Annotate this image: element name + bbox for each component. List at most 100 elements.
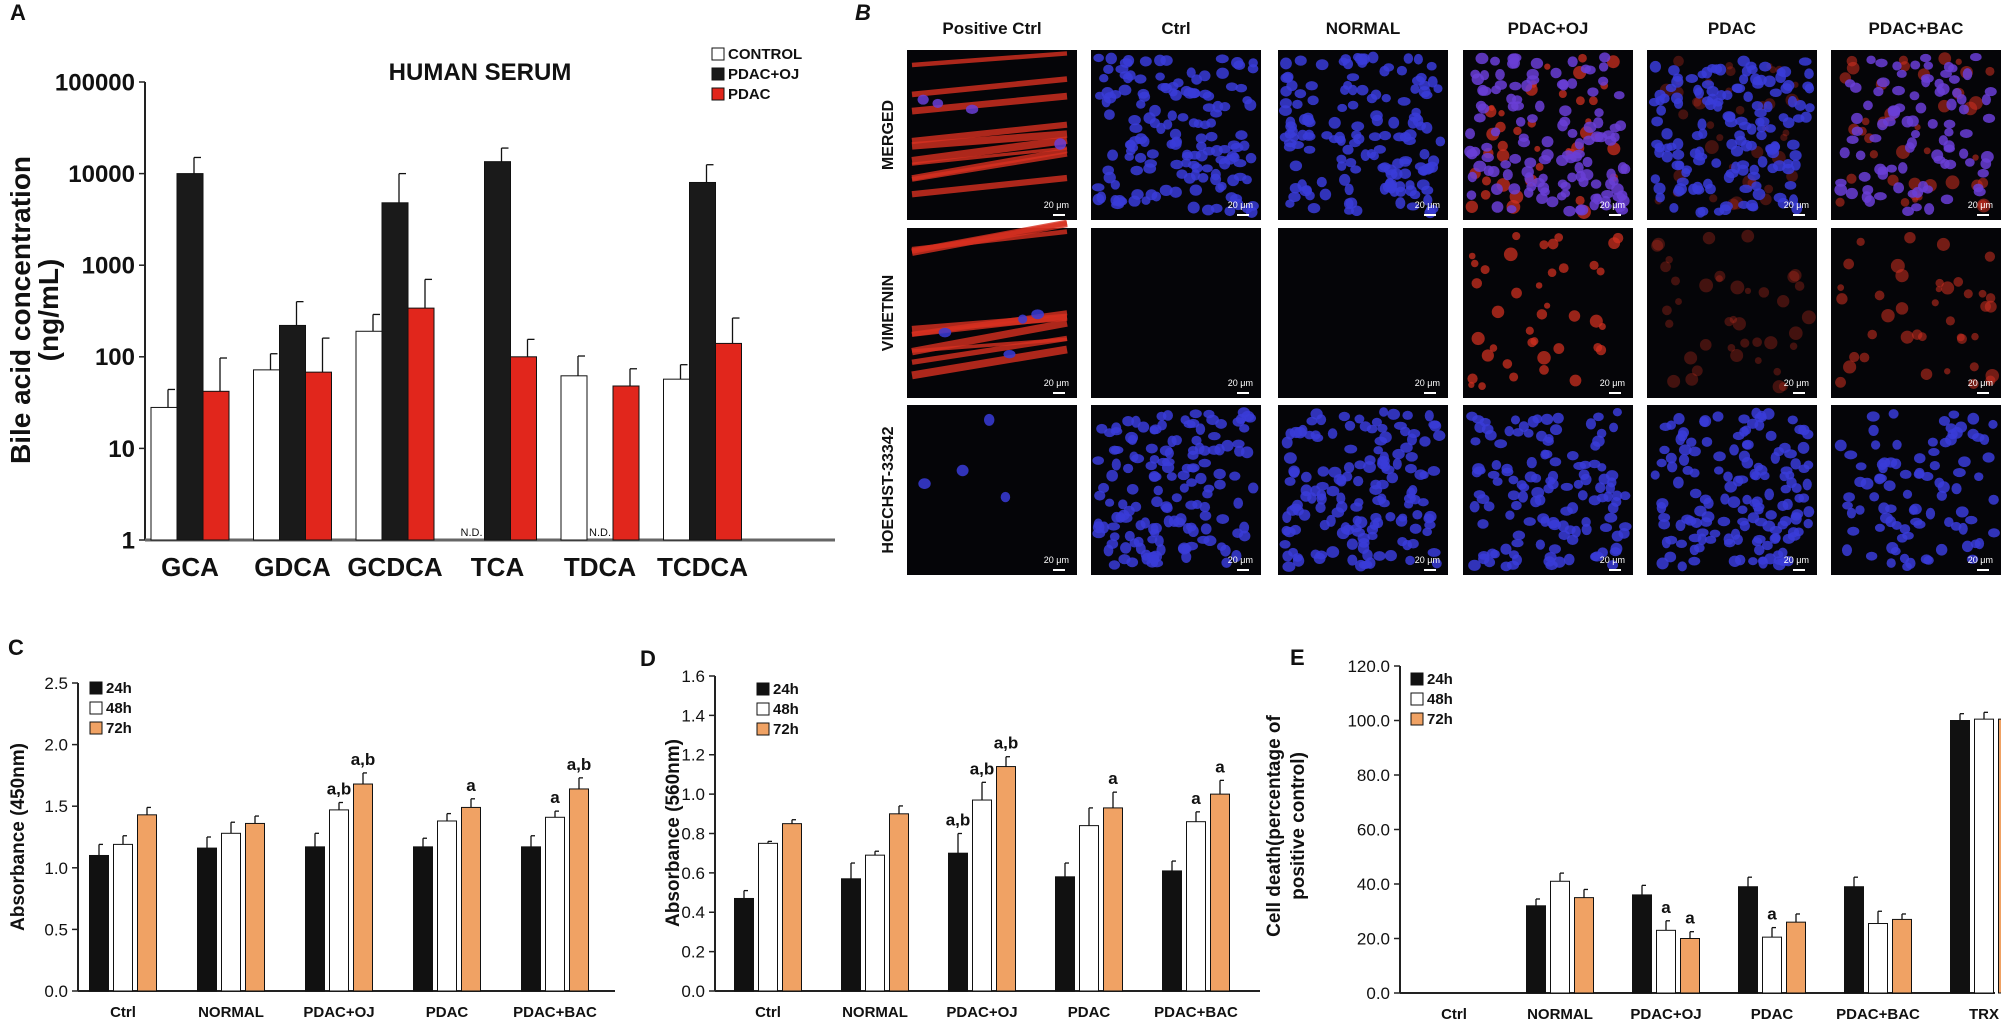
vimentin-signal — [1553, 343, 1565, 354]
nucleus — [1925, 507, 1936, 520]
nucleus — [1239, 521, 1250, 534]
nucleus — [1517, 137, 1531, 148]
nucleus — [1656, 498, 1669, 509]
nucleus — [1201, 164, 1213, 173]
nucleus — [1948, 410, 1960, 419]
y-tick-label: 60.0 — [1357, 820, 1390, 839]
vimentin-signal — [1727, 344, 1736, 352]
vimentin-signal — [1706, 121, 1715, 129]
nucleus — [1524, 172, 1534, 185]
vimentin-signal — [1496, 149, 1510, 162]
vimentin-signal — [1740, 338, 1750, 348]
nucleus — [1344, 183, 1354, 196]
nucleus — [1730, 528, 1741, 540]
nucleus — [1934, 78, 1944, 89]
vimentin-signal — [1725, 61, 1734, 70]
nucleus — [1507, 490, 1520, 501]
nucleus — [1590, 441, 1601, 451]
nucleus — [1377, 163, 1390, 173]
nucleus — [1713, 207, 1725, 216]
nucleus — [1655, 192, 1665, 203]
vimentin-signal — [1856, 237, 1865, 247]
nucleus — [1802, 478, 1812, 491]
nucleus — [1319, 188, 1332, 201]
charts-layer: A 1 10 100 1000 10000 100000 Bile acid concentr… — [5, 0, 2001, 1022]
legend-swatch — [756, 722, 770, 736]
nucleus — [1155, 72, 1165, 81]
nucleus — [1665, 83, 1677, 93]
nucleus — [1203, 484, 1215, 493]
x-category-label: TCA — [471, 552, 525, 582]
nucleus — [1955, 506, 1969, 518]
bar-48h — [437, 820, 457, 992]
vimentin-signal — [1945, 175, 1960, 190]
nucleus — [1661, 128, 1673, 140]
nucleus — [1125, 431, 1139, 444]
micro-image-tile: 20 μm — [1463, 228, 1633, 398]
nucleus — [1316, 414, 1327, 426]
y-axis-title: (ng/mL) — [33, 259, 64, 362]
nucleus — [1681, 514, 1694, 525]
nucleus — [1229, 152, 1240, 163]
nucleus — [1787, 415, 1798, 425]
nucleus — [1245, 152, 1257, 164]
nucleus — [1282, 561, 1296, 572]
nucleus — [1000, 491, 1011, 503]
vimentin-signal — [1801, 310, 1816, 325]
nucleus — [1345, 157, 1357, 168]
nucleus — [1782, 533, 1795, 544]
nucleus — [1855, 150, 1866, 161]
legend-swatch — [1410, 712, 1424, 726]
bar-24h — [197, 847, 217, 992]
nucleus — [1373, 551, 1386, 561]
nucleus — [1773, 192, 1787, 203]
nucleus — [1716, 89, 1727, 101]
nucleus — [1099, 73, 1109, 83]
nucleus — [1940, 158, 1950, 170]
significance-label: a,b — [970, 759, 995, 778]
bar-48h — [865, 854, 885, 992]
nucleus — [1939, 437, 1952, 448]
nucleus — [1749, 468, 1759, 480]
nucleus — [1307, 95, 1319, 106]
significance-label: a,b — [994, 734, 1019, 753]
bar-24h — [948, 852, 968, 992]
nucleus — [1784, 180, 1797, 190]
nucleus — [1366, 424, 1378, 434]
nucleus — [1201, 204, 1215, 216]
vimentin-signal — [1692, 97, 1702, 107]
nucleus — [1147, 535, 1158, 544]
vimentin-signal — [1699, 338, 1712, 351]
micro-row-label: MERGED — [880, 100, 897, 170]
vimentin-signal — [1984, 251, 1996, 262]
nucleus — [1307, 203, 1321, 214]
nucleus — [1233, 60, 1246, 71]
nucleus — [1681, 165, 1693, 175]
nucleus — [1973, 187, 1986, 197]
nucleus — [1189, 184, 1203, 196]
nucleus — [1170, 89, 1182, 101]
nucleus — [1412, 75, 1425, 86]
nucleus — [1876, 77, 1890, 88]
nucleus — [1494, 439, 1508, 449]
nucleus — [1342, 524, 1355, 536]
nucleus — [1573, 479, 1584, 489]
nucleus — [1531, 487, 1545, 499]
panel-letter: E — [1290, 645, 1305, 670]
nucleus — [1737, 517, 1749, 526]
nucleus — [1563, 205, 1576, 217]
nucleus — [1899, 469, 1912, 479]
vimentin-signal — [1651, 239, 1664, 252]
nucleus — [1125, 70, 1136, 81]
nucleus — [1284, 476, 1296, 486]
nucleus — [1797, 441, 1810, 454]
nucleus — [1605, 470, 1619, 481]
micro-image-tile: 20 μm — [1647, 50, 1817, 220]
nucleus — [1279, 539, 1291, 549]
vimentin-signal — [1575, 96, 1585, 106]
nucleus — [1408, 485, 1418, 496]
y-tick-label: 0.6 — [681, 864, 705, 883]
nucleus — [1612, 407, 1622, 417]
nucleus — [1666, 142, 1677, 151]
legend-swatch — [89, 721, 103, 735]
